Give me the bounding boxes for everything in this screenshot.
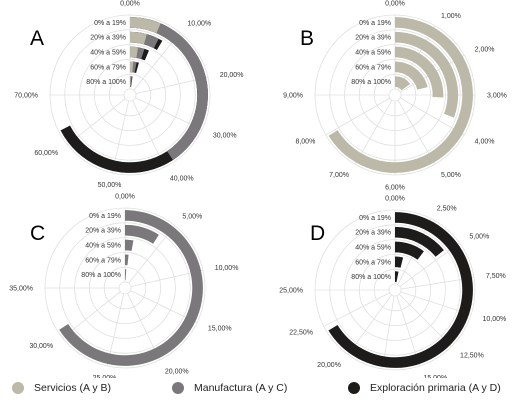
category-label: 80% a 100% [81,272,121,279]
category-label: 40% a 59% [355,50,391,57]
axis-tick-label: 20,00% [220,72,244,79]
grid-circle [123,88,137,102]
panel-letter: D [310,222,325,245]
bar-servicios-5 [395,76,411,91]
bar-manufactura-2 [125,224,159,244]
panel-letter: A [30,27,44,50]
legend-swatch-servicios [12,382,24,394]
category-label: 60% a 79% [355,259,391,266]
axis-tick-label: 30,00% [29,343,53,350]
category-label: 40% a 59% [355,245,391,252]
axis-tick-label: 35,00% [9,286,33,293]
axis-tick-label: 2,00% [475,47,495,54]
grid-circle [388,88,402,102]
grid-circle [388,283,402,297]
axis-tick-label: 8,00% [295,139,315,146]
axis-tick-label: 0,00% [385,196,405,203]
axis-tick-label: 5,00% [182,214,202,221]
category-label: 0% a 19% [94,20,126,27]
axis-tick-label: 50,00% [98,182,122,189]
axis-tick-label: 2,50% [437,206,457,213]
legend-label-manufactura: Manufactura (A y C) [194,382,288,394]
grid-circle [118,281,132,295]
bar-manufactura-5 [125,269,127,280]
legend-item-exploracion: Exploración primaria (A y D) [348,382,501,394]
axis-tick-label: 5,00% [441,172,461,179]
legend-item-servicios: Servicios (A y B) [12,382,111,394]
category-label: 0% a 19% [89,213,121,220]
axis-tick-label: 15,00% [423,375,447,378]
category-label: 0% a 19% [359,215,391,222]
axis-tick-label: 22,50% [289,329,313,336]
axis-tick-label: 20,00% [317,362,341,369]
chart-legend: Servicios (A y B) Manufactura (A y C) Ex… [0,378,521,404]
axis-tick-label: 70,00% [14,93,38,100]
bar-servicios-3 [395,46,444,98]
category-label: 60% a 79% [85,257,121,264]
axis-tick-label: 20,00% [165,368,189,375]
axis-tick-label: 10,00% [482,316,506,323]
category-label: 80% a 100% [351,274,391,281]
bar-exploracion-3 [395,241,424,260]
radial-chart-a: A 0,00% 10,00% 20,00% 30,00% 40,00% 50,00% 60,0… [14,1,243,190]
radial-chart-d: D0,00%2,50%5,00%7,50%10,00%12,50%15,00%1… [279,196,506,379]
category-label: 60% a 79% [355,64,391,71]
axis-tick-label: 1,00% [441,13,461,20]
category-label: 20% a 39% [85,228,121,235]
radial-charts-canvas: A 0,00% 10,00% 20,00% 30,00% 40,00% 50,00% 60,0… [9,1,507,379]
bar-manufactura-3 [125,239,134,251]
bar-exploracion-2 [395,226,444,257]
grid-spoke [323,292,390,327]
category-label: 20% a 39% [90,35,126,42]
category-label: 0% a 19% [359,20,391,27]
category-label: 20% a 39% [355,35,391,42]
bar-exploracion-5 [395,271,399,283]
panel-letter: C [30,222,45,245]
axis-tick-label: 7,00% [329,172,349,179]
radial-chart-b: B 0,00% 1,00% 2,00% 3,00% 4,00% 5,00% 6,00% 7,00… [283,1,507,192]
axis-tick-label: 25,00% [93,375,117,378]
legend-item-manufactura: Manufactura (A y C) [172,382,287,394]
bar-servicios-4 [130,61,134,73]
bar-servicios-1 [130,17,161,34]
category-label: 60% a 79% [90,64,126,71]
axis-tick-label: 40,00% [170,175,194,182]
bar-servicios-2 [395,31,459,118]
axis-tick-label: 10,00% [187,21,211,28]
axis-tick-label: 0,00% [115,194,135,201]
category-label: 40% a 59% [90,50,126,57]
axis-tick-label: 9,00% [283,93,303,100]
bar-servicios-2 [130,31,147,45]
bar-servicios-4 [395,61,428,90]
bar-servicios-5 [130,76,131,87]
axis-tick-label: 3,00% [487,93,507,100]
axis-tick-label: 6,00% [385,185,405,192]
bar-exploracion-4 [395,256,404,268]
category-label: 80% a 100% [351,79,391,86]
axis-tick-label: 0,00% [120,1,140,8]
legend-label-servicios: Servicios (A y B) [34,382,112,394]
category-label: 20% a 39% [355,230,391,237]
axis-tick-label: 10,00% [215,265,239,272]
category-label: 80% a 100% [86,79,126,86]
axis-tick-label: 7,50% [486,273,506,280]
legend-swatch-manufactura [172,382,184,394]
panel-letter: B [300,27,314,50]
axis-tick-label: 30,00% [213,132,237,139]
legend-swatch-exploracion [348,382,360,394]
axis-tick-label: 12,50% [460,353,484,360]
bar-servicios-3 [130,46,139,58]
bar-manufactura-4 [125,254,129,266]
axis-tick-label: 4,00% [475,139,495,146]
axis-tick-label: 0,00% [385,1,405,8]
axis-tick-label: 60,00% [34,150,58,157]
axis-tick-label: 25,00% [279,288,303,295]
grid-spoke [325,97,391,136]
radial-chart-c: C 0,00% 5,00% 10,00% 15,00% 20,00% 25,00% 30,00… [9,194,238,379]
legend-label-exploracion: Exploración primaria (A y D) [370,382,501,394]
category-label: 40% a 59% [85,243,121,250]
axis-tick-label: 15,00% [208,325,232,332]
bar-manufactura-1 [130,17,208,161]
axis-tick-label: 5,00% [469,233,489,240]
